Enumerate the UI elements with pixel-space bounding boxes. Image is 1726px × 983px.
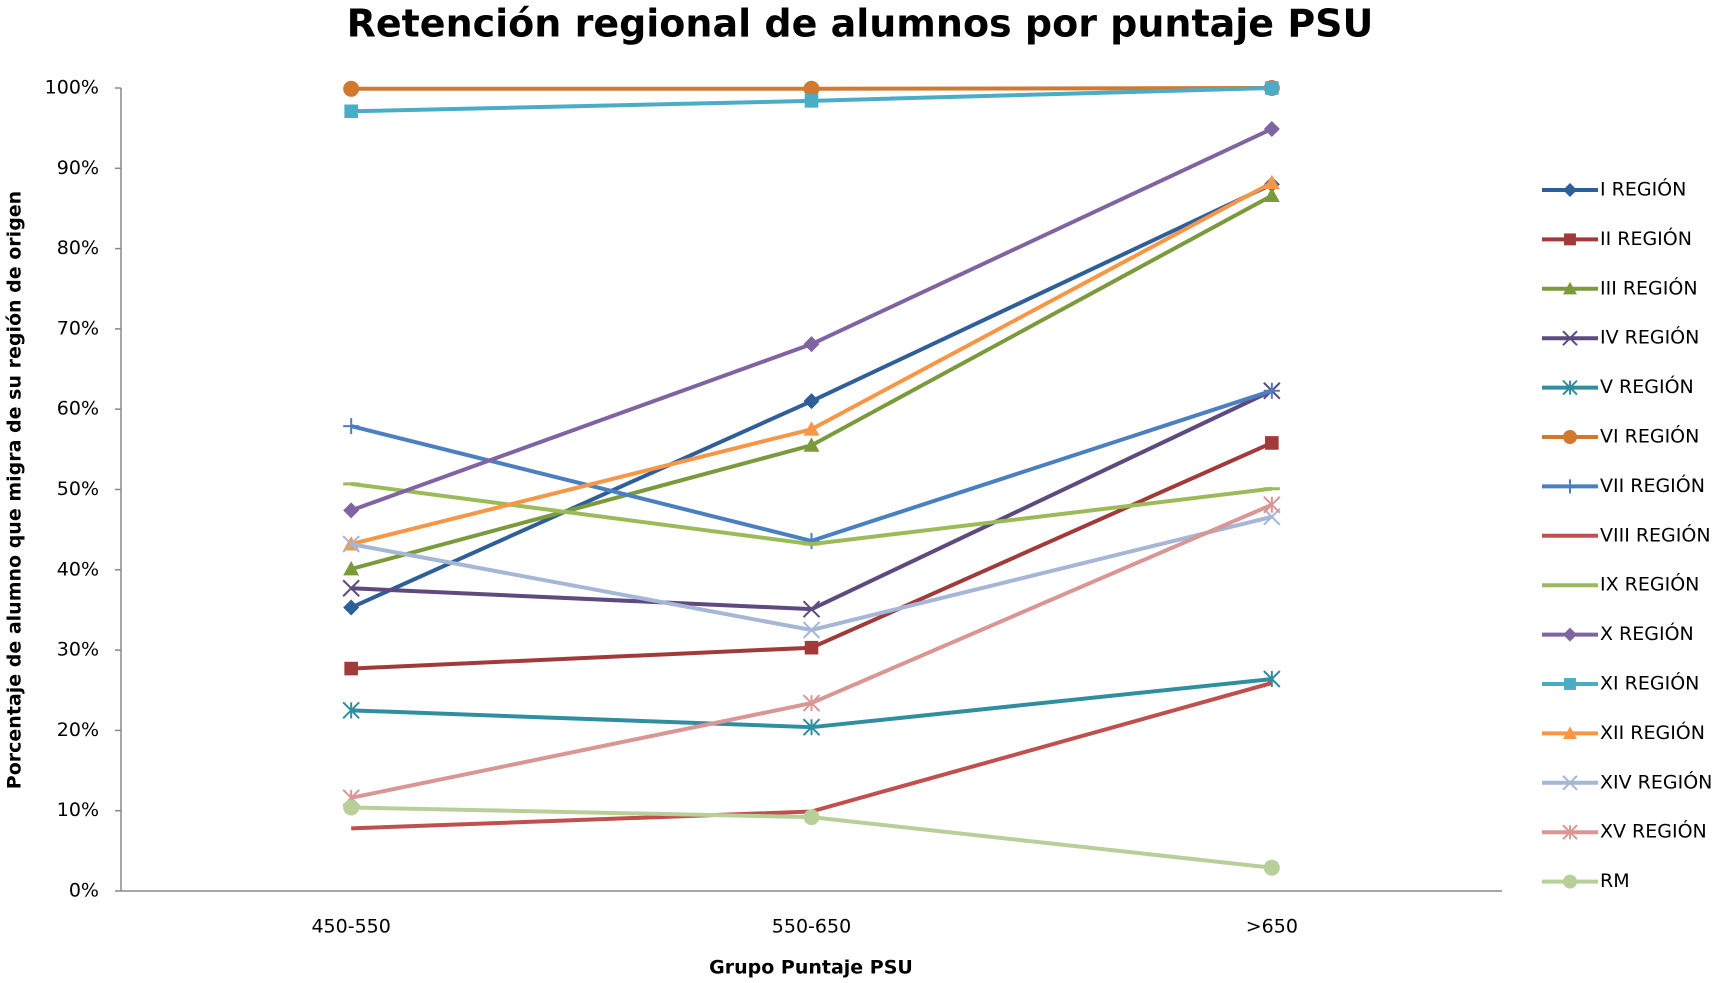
legend-label: VIII REGIÓN [1600,522,1711,546]
x-tick-label: 550-650 [772,916,851,938]
marker [802,694,821,712]
marker [344,661,358,676]
legend-label: RM [1600,870,1630,892]
y-tick-label: 80% [57,237,99,259]
legend-marker [1564,233,1576,246]
legend-marker [1563,479,1577,494]
y-tick-label: 50% [57,478,99,500]
marker [1263,120,1280,137]
legend-marker [1563,874,1577,889]
chart-title: Retención regional de alumnos por puntaj… [347,2,1374,46]
marker [1263,382,1280,399]
marker [1263,496,1281,514]
marker [344,104,358,119]
legend-label: VII REGIÓN [1600,473,1705,497]
legend-label: XII REGIÓN [1600,720,1705,744]
marker [804,94,819,108]
marker [802,621,821,639]
x-axis-title: Grupo Puntaje PSU [709,957,913,979]
legend-label: IX REGIÓN [1600,572,1699,596]
y-tick-label: 40% [57,558,99,580]
marker [1263,187,1280,203]
legend-label: XV REGIÓN [1600,819,1707,843]
marker [343,418,360,435]
x-tick-label: 450-550 [311,916,390,938]
marker [803,532,820,549]
marker [803,809,820,826]
marker [342,701,360,720]
legend-label: V REGIÓN [1600,374,1694,398]
y-tick-label: 20% [57,719,99,741]
legend-label: III REGIÓN [1600,275,1698,299]
legend-label: X REGIÓN [1600,621,1694,645]
series-line [350,388,1273,543]
legend-marker [1563,430,1577,444]
legend-label: I REGIÓN [1600,177,1686,201]
legend-marker [1562,330,1578,346]
legend-marker [1562,379,1578,396]
legend-label: VI REGIÓN [1600,424,1699,448]
marker [1263,859,1280,876]
y-tick-label: 60% [57,398,99,420]
legend-marker [1563,726,1577,739]
y-tick-label: 10% [57,799,99,821]
marker [1265,436,1279,450]
legend-marker [1562,824,1578,840]
marker [802,600,821,618]
y-tick-label: 90% [57,157,99,179]
marker [803,80,820,97]
series-line [350,127,1273,513]
y-tick-label: 100% [45,77,99,99]
legend-marker [1562,775,1578,791]
marker [1265,81,1279,95]
marker [342,579,360,597]
legend-label: XIV REGIÓN [1600,769,1712,793]
legend-marker [1563,183,1577,197]
marker [802,718,821,736]
legend-marker [1564,678,1576,690]
marker [1263,174,1280,190]
marker [803,421,820,436]
legend-label: IV REGIÓN [1600,325,1699,349]
marker [343,799,360,816]
y-axis-title: Porcentaje de alumno que migra de su reg… [4,191,26,789]
y-tick-label: 70% [57,317,99,339]
marker [343,80,360,97]
marker [343,502,360,519]
marker [804,640,819,655]
y-tick-label: 30% [57,639,99,661]
marker [343,599,360,616]
marker [803,437,820,452]
legend-label: XI REGIÓN [1600,671,1699,695]
marker [803,336,820,353]
legend-marker [1563,281,1577,295]
marker [342,535,360,553]
x-tick-label: >650 [1246,916,1298,938]
series-line [350,180,1273,547]
y-tick-label: 0% [69,880,99,902]
marker [343,560,360,576]
legend-label: II REGIÓN [1600,226,1692,250]
marker [803,393,820,410]
series-line [351,441,1273,671]
legend-marker [1563,627,1577,642]
